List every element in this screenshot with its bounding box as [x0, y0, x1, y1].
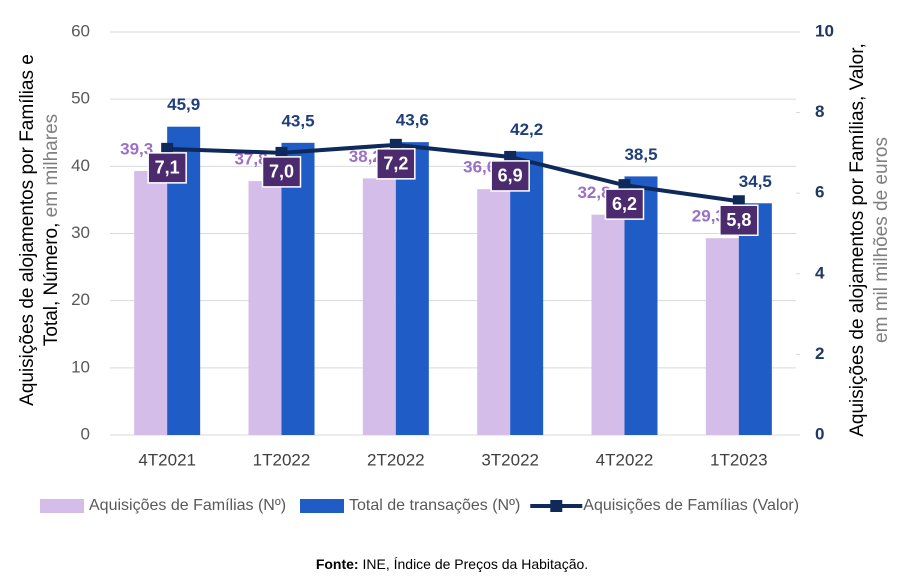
line-marker — [389, 138, 402, 151]
x-tick-label: 4T2022 — [596, 450, 654, 469]
y2-tick-label: 8 — [815, 102, 824, 121]
line-marker — [732, 195, 745, 208]
y2-tick-label: 6 — [815, 183, 824, 202]
line-marker — [275, 146, 288, 159]
value-label-box — [719, 204, 759, 237]
y2-tick-label: 4 — [815, 263, 825, 282]
y-axis-title: Aquisições de alojamentos por Famílias e — [17, 54, 38, 406]
bar — [591, 214, 625, 435]
bar — [134, 171, 168, 435]
bar — [248, 181, 282, 435]
y2-tick-label: 2 — [815, 344, 824, 363]
value-label: 7,2 — [383, 154, 408, 174]
x-tick-label: 3T2022 — [481, 450, 539, 469]
bar — [281, 142, 315, 435]
bar — [510, 151, 544, 435]
value-label: 32,8 — [577, 183, 610, 202]
line-marker — [504, 150, 517, 163]
value-label-box — [147, 152, 187, 184]
value-label: 5,8 — [726, 210, 751, 230]
value-label: 37,8 — [234, 150, 267, 169]
y2-axis-title: Aquisições de alojamentos por Famílias, … — [847, 43, 868, 437]
y-tick-label: 30 — [71, 223, 90, 242]
source-text: INE, Índice de Preços da Habitação. — [362, 556, 588, 572]
y-tick-label: 10 — [71, 357, 90, 376]
value-label-box — [490, 160, 530, 192]
bar — [395, 142, 429, 436]
value-label: 43,5 — [281, 111, 314, 130]
y-axis-title: Total, Número, — [41, 223, 62, 347]
value-label-box — [376, 148, 416, 180]
value-label: 39,3 — [120, 140, 153, 159]
source-label: Fonte: — [316, 556, 359, 572]
legend-swatch — [550, 500, 563, 512]
bar — [705, 238, 739, 435]
x-tick-label: 1T2023 — [710, 450, 768, 469]
y2-tick-label: 0 — [815, 424, 824, 443]
value-label-box — [261, 156, 302, 188]
y-tick-label: 50 — [71, 89, 90, 108]
source: Fonte: INE, Índice de Preços da Habitaçã… — [316, 556, 588, 572]
y-tick-label: 20 — [71, 290, 90, 309]
value-label: 38,5 — [624, 145, 657, 164]
value-label: 43,6 — [396, 111, 429, 130]
value-label: 7,0 — [269, 162, 294, 182]
bar — [362, 178, 396, 435]
x-tick-label: 2T2022 — [367, 450, 425, 469]
legend-label: Aquisições de Famílias (Nº) — [89, 497, 286, 514]
legend-swatch — [40, 499, 84, 513]
value-label: 36,6 — [463, 158, 496, 177]
value-label: 29,3 — [692, 207, 725, 226]
legend-label: Total de transações (Nº) — [349, 497, 520, 514]
y-tick-label: 60 — [71, 21, 90, 40]
x-tick-label: 4T2021 — [138, 450, 196, 469]
line-marker — [161, 142, 174, 155]
y-tick-label: 40 — [71, 156, 90, 175]
value-label: 6,2 — [612, 194, 637, 214]
y2-tick-label: 10 — [815, 21, 834, 40]
y-axis-title: Total, Número, em milhares — [41, 114, 62, 346]
value-label: 6,9 — [498, 166, 523, 186]
value-label: 38,2 — [349, 147, 382, 166]
value-label-box — [604, 188, 645, 220]
line — [167, 142, 740, 204]
value-label: 45,9 — [167, 95, 200, 114]
legend-swatch — [300, 499, 345, 513]
bar — [477, 189, 511, 435]
y-tick-label: 0 — [81, 424, 90, 443]
value-label: 42,2 — [510, 120, 543, 139]
bar — [738, 203, 772, 435]
x-tick-label: 1T2022 — [253, 450, 311, 469]
value-label: 7,1 — [155, 158, 180, 178]
legend-label: Aquisições de Famílias (Valor) — [583, 497, 799, 514]
y2-axis-unit: em mil milhões de euros — [871, 137, 892, 343]
line-marker — [618, 179, 631, 192]
value-label: 34,5 — [739, 172, 772, 191]
y-axis-unit: em milhares — [41, 114, 62, 217]
